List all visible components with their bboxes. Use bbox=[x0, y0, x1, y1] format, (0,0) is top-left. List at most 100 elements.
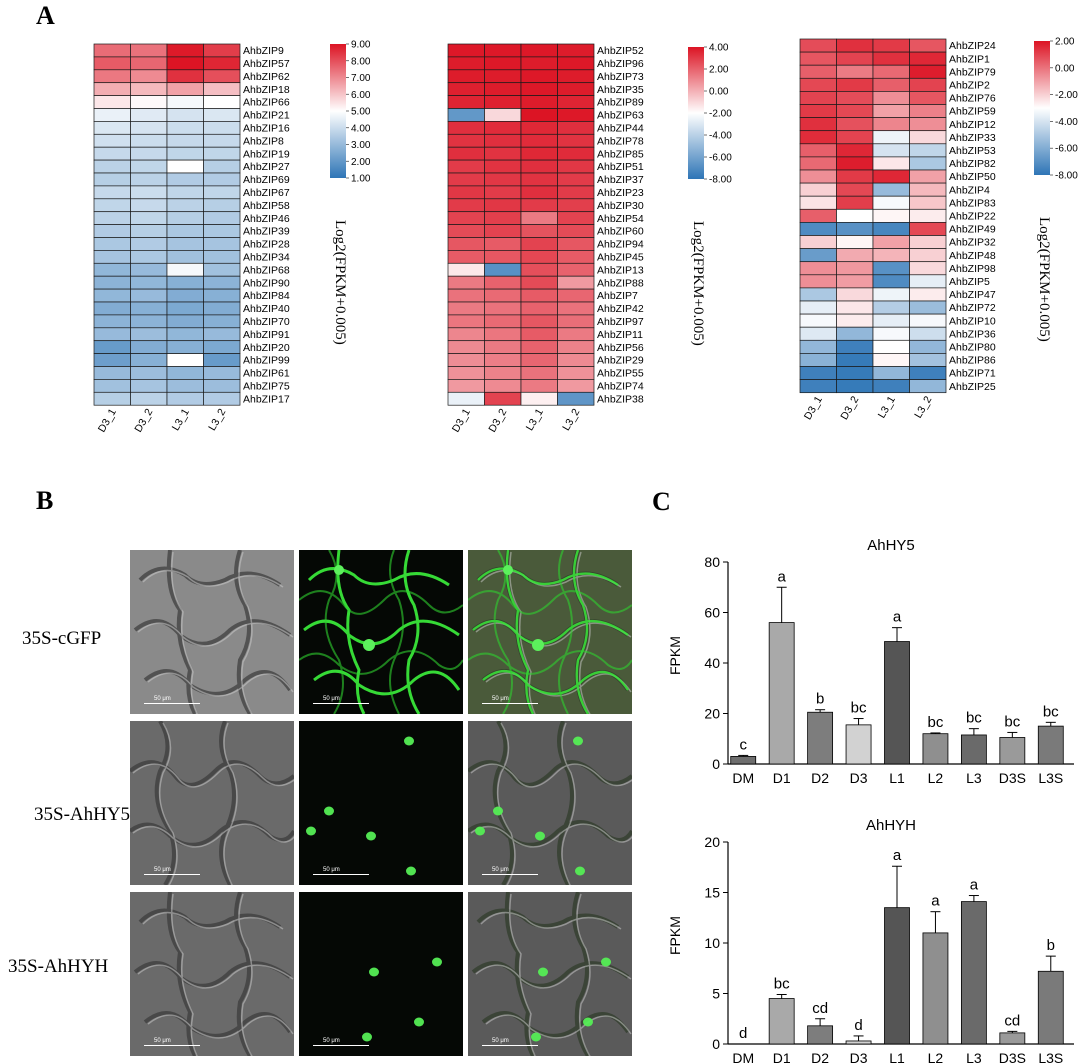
heatmap-cell bbox=[93, 56, 131, 71]
heatmap-cell bbox=[909, 300, 947, 315]
gene-label: AhbZIP42 bbox=[597, 303, 644, 315]
significance-letter: bc bbox=[966, 710, 982, 727]
gene-label: AhbZIP75 bbox=[243, 380, 290, 392]
heatmap-cell bbox=[836, 51, 874, 66]
heatmap-cell bbox=[484, 108, 522, 122]
heatmap-cell bbox=[130, 327, 168, 342]
heatmap-cell bbox=[130, 288, 168, 303]
gene-label: AhbZIP2 bbox=[949, 80, 990, 92]
gene-label: AhbZIP45 bbox=[597, 251, 644, 263]
heatmap-cell bbox=[872, 104, 910, 118]
gene-label: AhbZIP61 bbox=[243, 368, 290, 380]
heatmap-cell bbox=[203, 288, 241, 303]
heatmap-cell bbox=[484, 133, 522, 148]
heatmap-cell bbox=[872, 353, 910, 367]
gene-label: AhbZIP7 bbox=[597, 290, 638, 302]
heatmap-cell bbox=[836, 300, 874, 315]
heatmap-cell bbox=[484, 262, 522, 277]
heatmap-cell bbox=[93, 43, 131, 58]
heatmap-cell bbox=[872, 235, 910, 249]
y-tick-label: 5 bbox=[712, 986, 720, 1002]
heatmap-cell bbox=[203, 133, 241, 148]
colorbar-tick-label: -2.00 bbox=[709, 109, 732, 120]
heatmap-cell bbox=[909, 195, 947, 210]
x-tick-label: L3S bbox=[1038, 1050, 1063, 1064]
heatmap-cell bbox=[93, 121, 131, 135]
heatmap-cell bbox=[836, 313, 874, 328]
x-tick-label: L2 bbox=[928, 770, 944, 786]
heatmap-cell bbox=[203, 95, 241, 109]
gene-label: AhbZIP47 bbox=[949, 289, 996, 301]
sample-label: D3_2 bbox=[486, 407, 509, 435]
x-tick-label: D3 bbox=[850, 1050, 868, 1064]
y-tick-label: 20 bbox=[704, 706, 720, 722]
heatmap-cell bbox=[203, 250, 241, 264]
heatmap-cell bbox=[166, 146, 204, 161]
heatmap-cell bbox=[484, 69, 522, 84]
heatmap-cell bbox=[872, 195, 910, 210]
heatmap-cell bbox=[447, 95, 485, 109]
heatmap-cell bbox=[872, 117, 910, 132]
heatmap-cell bbox=[836, 248, 874, 263]
heatmap-cell bbox=[557, 327, 595, 342]
heatmap-cell bbox=[872, 274, 910, 289]
heatmap-cell bbox=[836, 339, 874, 354]
heatmap-cell bbox=[203, 262, 241, 277]
sample-label: L3_2 bbox=[560, 407, 582, 433]
heatmap-cell bbox=[93, 288, 131, 303]
gene-label: AhbZIP5 bbox=[949, 276, 990, 288]
micrograph-r2-c1: 50 μm bbox=[130, 721, 294, 885]
row-label-ahhy5: 35S-AhHY5 bbox=[34, 804, 131, 825]
heatmap-cell bbox=[130, 172, 168, 187]
heatmap-cell bbox=[909, 169, 947, 184]
heatmap-cell bbox=[520, 108, 558, 122]
gene-label: AhbZIP1 bbox=[949, 53, 990, 65]
heatmap-cell bbox=[166, 353, 204, 367]
gene-label: AhbZIP20 bbox=[243, 342, 290, 354]
colorbar-tick-label: 7.00 bbox=[351, 73, 371, 84]
heatmap-cell bbox=[203, 159, 241, 174]
heatmap-cell bbox=[872, 38, 910, 53]
heatmap-cell bbox=[909, 353, 947, 367]
heatmap-cell bbox=[130, 185, 168, 200]
gene-label: AhbZIP29 bbox=[597, 355, 644, 367]
significance-letter: a bbox=[931, 893, 940, 910]
heatmap-layer: AhbZIP9AhbZIP57AhbZIP62AhbZIP18AhbZIP66A… bbox=[93, 37, 1078, 435]
bar-D3S bbox=[999, 1032, 1026, 1045]
heatmap-1: AhbZIP9AhbZIP57AhbZIP62AhbZIP18AhbZIP66A… bbox=[93, 40, 371, 434]
gene-label: AhbZIP60 bbox=[597, 226, 644, 238]
significance-letter: d bbox=[739, 1025, 747, 1042]
scale-bar bbox=[144, 874, 200, 875]
heatmap-cell bbox=[520, 288, 558, 303]
micrograph-r3-c3: 50 μm bbox=[468, 892, 632, 1056]
heatmap-cell bbox=[909, 339, 947, 354]
heatmap-cell bbox=[872, 51, 910, 66]
heatmap-cell bbox=[799, 353, 837, 367]
y-tick-label: 40 bbox=[704, 655, 720, 671]
heatmap-cell bbox=[93, 133, 131, 148]
heatmap-cell bbox=[130, 69, 168, 84]
colorbar-tick-label: 0.00 bbox=[709, 87, 729, 98]
heatmap-cell bbox=[130, 56, 168, 71]
colorbar-tick-label: 2.00 bbox=[1055, 37, 1075, 48]
heatmap-cell bbox=[130, 121, 168, 135]
bar-L3S bbox=[1037, 725, 1064, 765]
scale-bar bbox=[313, 703, 369, 704]
gene-label: AhbZIP67 bbox=[243, 187, 290, 199]
heatmap-2: AhbZIP52AhbZIP96AhbZIP73AhbZIP35AhbZIP89… bbox=[447, 43, 732, 435]
heatmap-cell bbox=[203, 146, 241, 161]
heatmap-cell bbox=[203, 391, 241, 406]
scale-bar-label: 50 μm bbox=[323, 1038, 340, 1044]
heatmap-cell bbox=[447, 288, 485, 303]
gene-label: AhbZIP76 bbox=[949, 93, 996, 105]
x-tick-label: L3S bbox=[1038, 770, 1063, 786]
colorbar-tick-label: 0.00 bbox=[1055, 63, 1075, 74]
heatmap-cell bbox=[557, 224, 595, 238]
heatmap-cell bbox=[447, 146, 485, 161]
x-tick-label: D3S bbox=[999, 770, 1026, 786]
gene-label: AhbZIP63 bbox=[597, 110, 644, 122]
heatmap-cell bbox=[166, 314, 204, 329]
heatmap-cell bbox=[557, 121, 595, 135]
heatmap-cell bbox=[203, 237, 241, 251]
heatmap-cell bbox=[520, 391, 558, 406]
